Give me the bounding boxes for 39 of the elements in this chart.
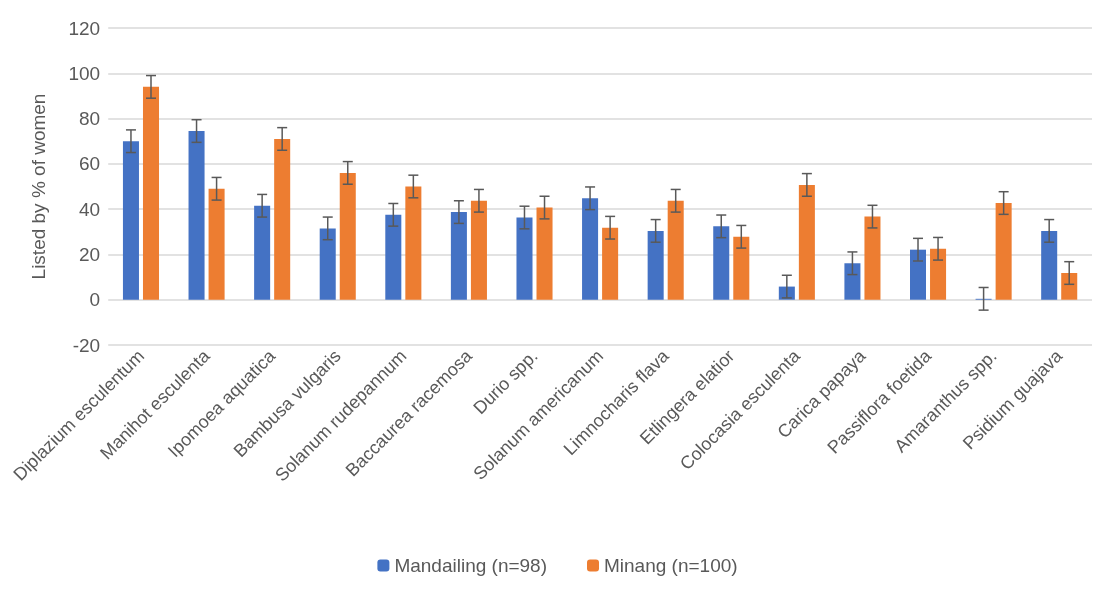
bar [844, 263, 861, 300]
y-tick-label: 120 [68, 17, 101, 39]
y-tick-label: 80 [79, 108, 101, 130]
y-tick-label: 20 [79, 243, 101, 265]
bar [142, 86, 160, 300]
bar [274, 138, 291, 300]
bar [930, 248, 947, 300]
bar [405, 186, 422, 300]
bar [1041, 230, 1058, 300]
bar [864, 216, 881, 300]
bar [733, 236, 750, 300]
bar [909, 249, 927, 300]
bar [450, 212, 467, 300]
bar [254, 205, 271, 300]
bar [319, 228, 336, 300]
legend-label: Mandailing (n=98) [394, 555, 548, 576]
legend-label: Minang (n=100) [604, 555, 738, 576]
bar [470, 200, 487, 300]
bar [667, 200, 684, 300]
y-tick-label: 60 [79, 153, 101, 175]
bar [208, 188, 225, 300]
y-tick-label: -20 [72, 334, 101, 356]
y-tick-label: 40 [79, 198, 101, 220]
bar [536, 207, 553, 300]
y-tick-label: 0 [89, 289, 101, 311]
bar [647, 230, 664, 300]
bar [1061, 273, 1078, 300]
bar [995, 203, 1012, 300]
y-axis-title: Listed by % of women [28, 93, 50, 280]
bar [122, 141, 139, 300]
bar [798, 184, 815, 300]
bar [385, 214, 402, 300]
y-tick-label: 100 [68, 62, 101, 84]
bar [188, 131, 205, 300]
bar [582, 198, 599, 300]
bar [339, 172, 356, 300]
bar [602, 227, 619, 300]
bar [516, 217, 533, 300]
bar [713, 226, 730, 300]
